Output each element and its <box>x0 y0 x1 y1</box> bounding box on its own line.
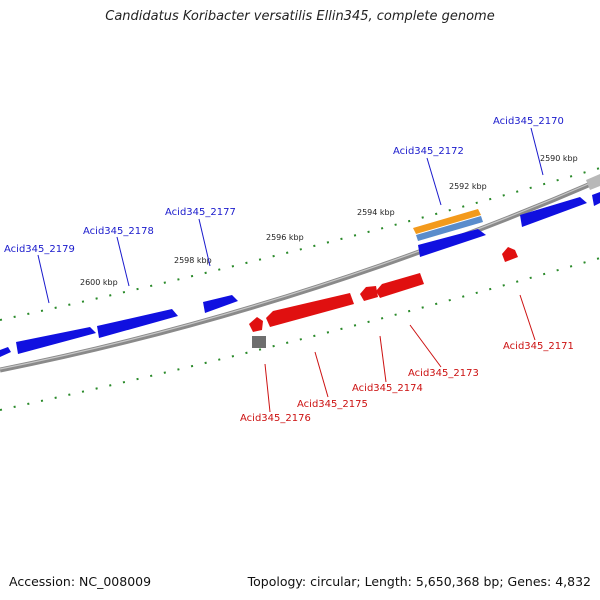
gene-label[interactable]: Acid345_2177 <box>165 207 236 218</box>
leader-lines <box>37 127 544 413</box>
scale-label-2598: 2598 kbp <box>174 256 212 265</box>
forward-gene-labels: Acid345_2170 Acid345_2172 Acid345_2177 A… <box>4 116 564 255</box>
gene-label[interactable]: Acid345_2179 <box>4 244 75 255</box>
forward-gene-arrow[interactable] <box>0 347 11 357</box>
scale-label-2594: 2594 kbp <box>357 208 395 217</box>
genome-summary-text: Topology: circular; Length: 5,650,368 bp… <box>247 574 591 589</box>
forward-strand-genes <box>0 174 600 357</box>
gene-label[interactable]: Acid345_2172 <box>393 146 464 157</box>
gray-gene-box[interactable] <box>252 336 266 348</box>
gray-gene-arrow[interactable] <box>586 174 600 190</box>
gene-label[interactable]: Acid345_2174 <box>352 383 423 394</box>
forward-gene-arrow[interactable] <box>203 295 238 313</box>
genome-backbone <box>0 177 600 373</box>
gene-label[interactable]: Acid345_2176 <box>240 413 311 424</box>
reverse-gene-arrow[interactable] <box>360 286 378 301</box>
highlight-bar-orange[interactable] <box>413 209 481 234</box>
reverse-strand-genes <box>249 247 518 348</box>
forward-gene-arrow[interactable] <box>97 309 178 338</box>
reverse-gene-arrow[interactable] <box>376 273 424 298</box>
map-title: Candidatus Koribacter versatilis Ellin34… <box>105 9 495 24</box>
reverse-gene-arrow[interactable] <box>266 293 354 327</box>
outer-tick-row <box>0 167 600 321</box>
gene-label[interactable]: Acid345_2171 <box>503 341 574 352</box>
scale-labels: 2590 kbp 2592 kbp 2594 kbp 2596 kbp 2598… <box>80 154 578 287</box>
highlight-bar-blue[interactable] <box>416 216 483 241</box>
reverse-gene-arrow[interactable] <box>502 247 518 262</box>
scale-label-2590: 2590 kbp <box>540 154 578 163</box>
forward-gene-arrow[interactable] <box>592 192 600 206</box>
forward-gene-arrow[interactable] <box>418 229 486 257</box>
scale-label-2600: 2600 kbp <box>80 278 118 287</box>
scale-label-2596: 2596 kbp <box>266 233 304 242</box>
gene-label[interactable]: Acid345_2175 <box>297 399 368 410</box>
forward-gene-arrow[interactable] <box>520 197 587 227</box>
gene-label[interactable]: Acid345_2173 <box>408 368 479 379</box>
reverse-gene-labels: Acid345_2171 Acid345_2173 Acid345_2174 A… <box>240 341 574 424</box>
inner-tick-row <box>0 257 600 411</box>
accession-text: Accession: NC_008009 <box>9 574 152 589</box>
forward-gene-arrow[interactable] <box>16 327 96 354</box>
gene-label[interactable]: Acid345_2170 <box>493 116 564 127</box>
reverse-gene-arrow[interactable] <box>249 317 263 332</box>
gene-label[interactable]: Acid345_2178 <box>83 226 154 237</box>
scale-label-2592: 2592 kbp <box>449 182 487 191</box>
